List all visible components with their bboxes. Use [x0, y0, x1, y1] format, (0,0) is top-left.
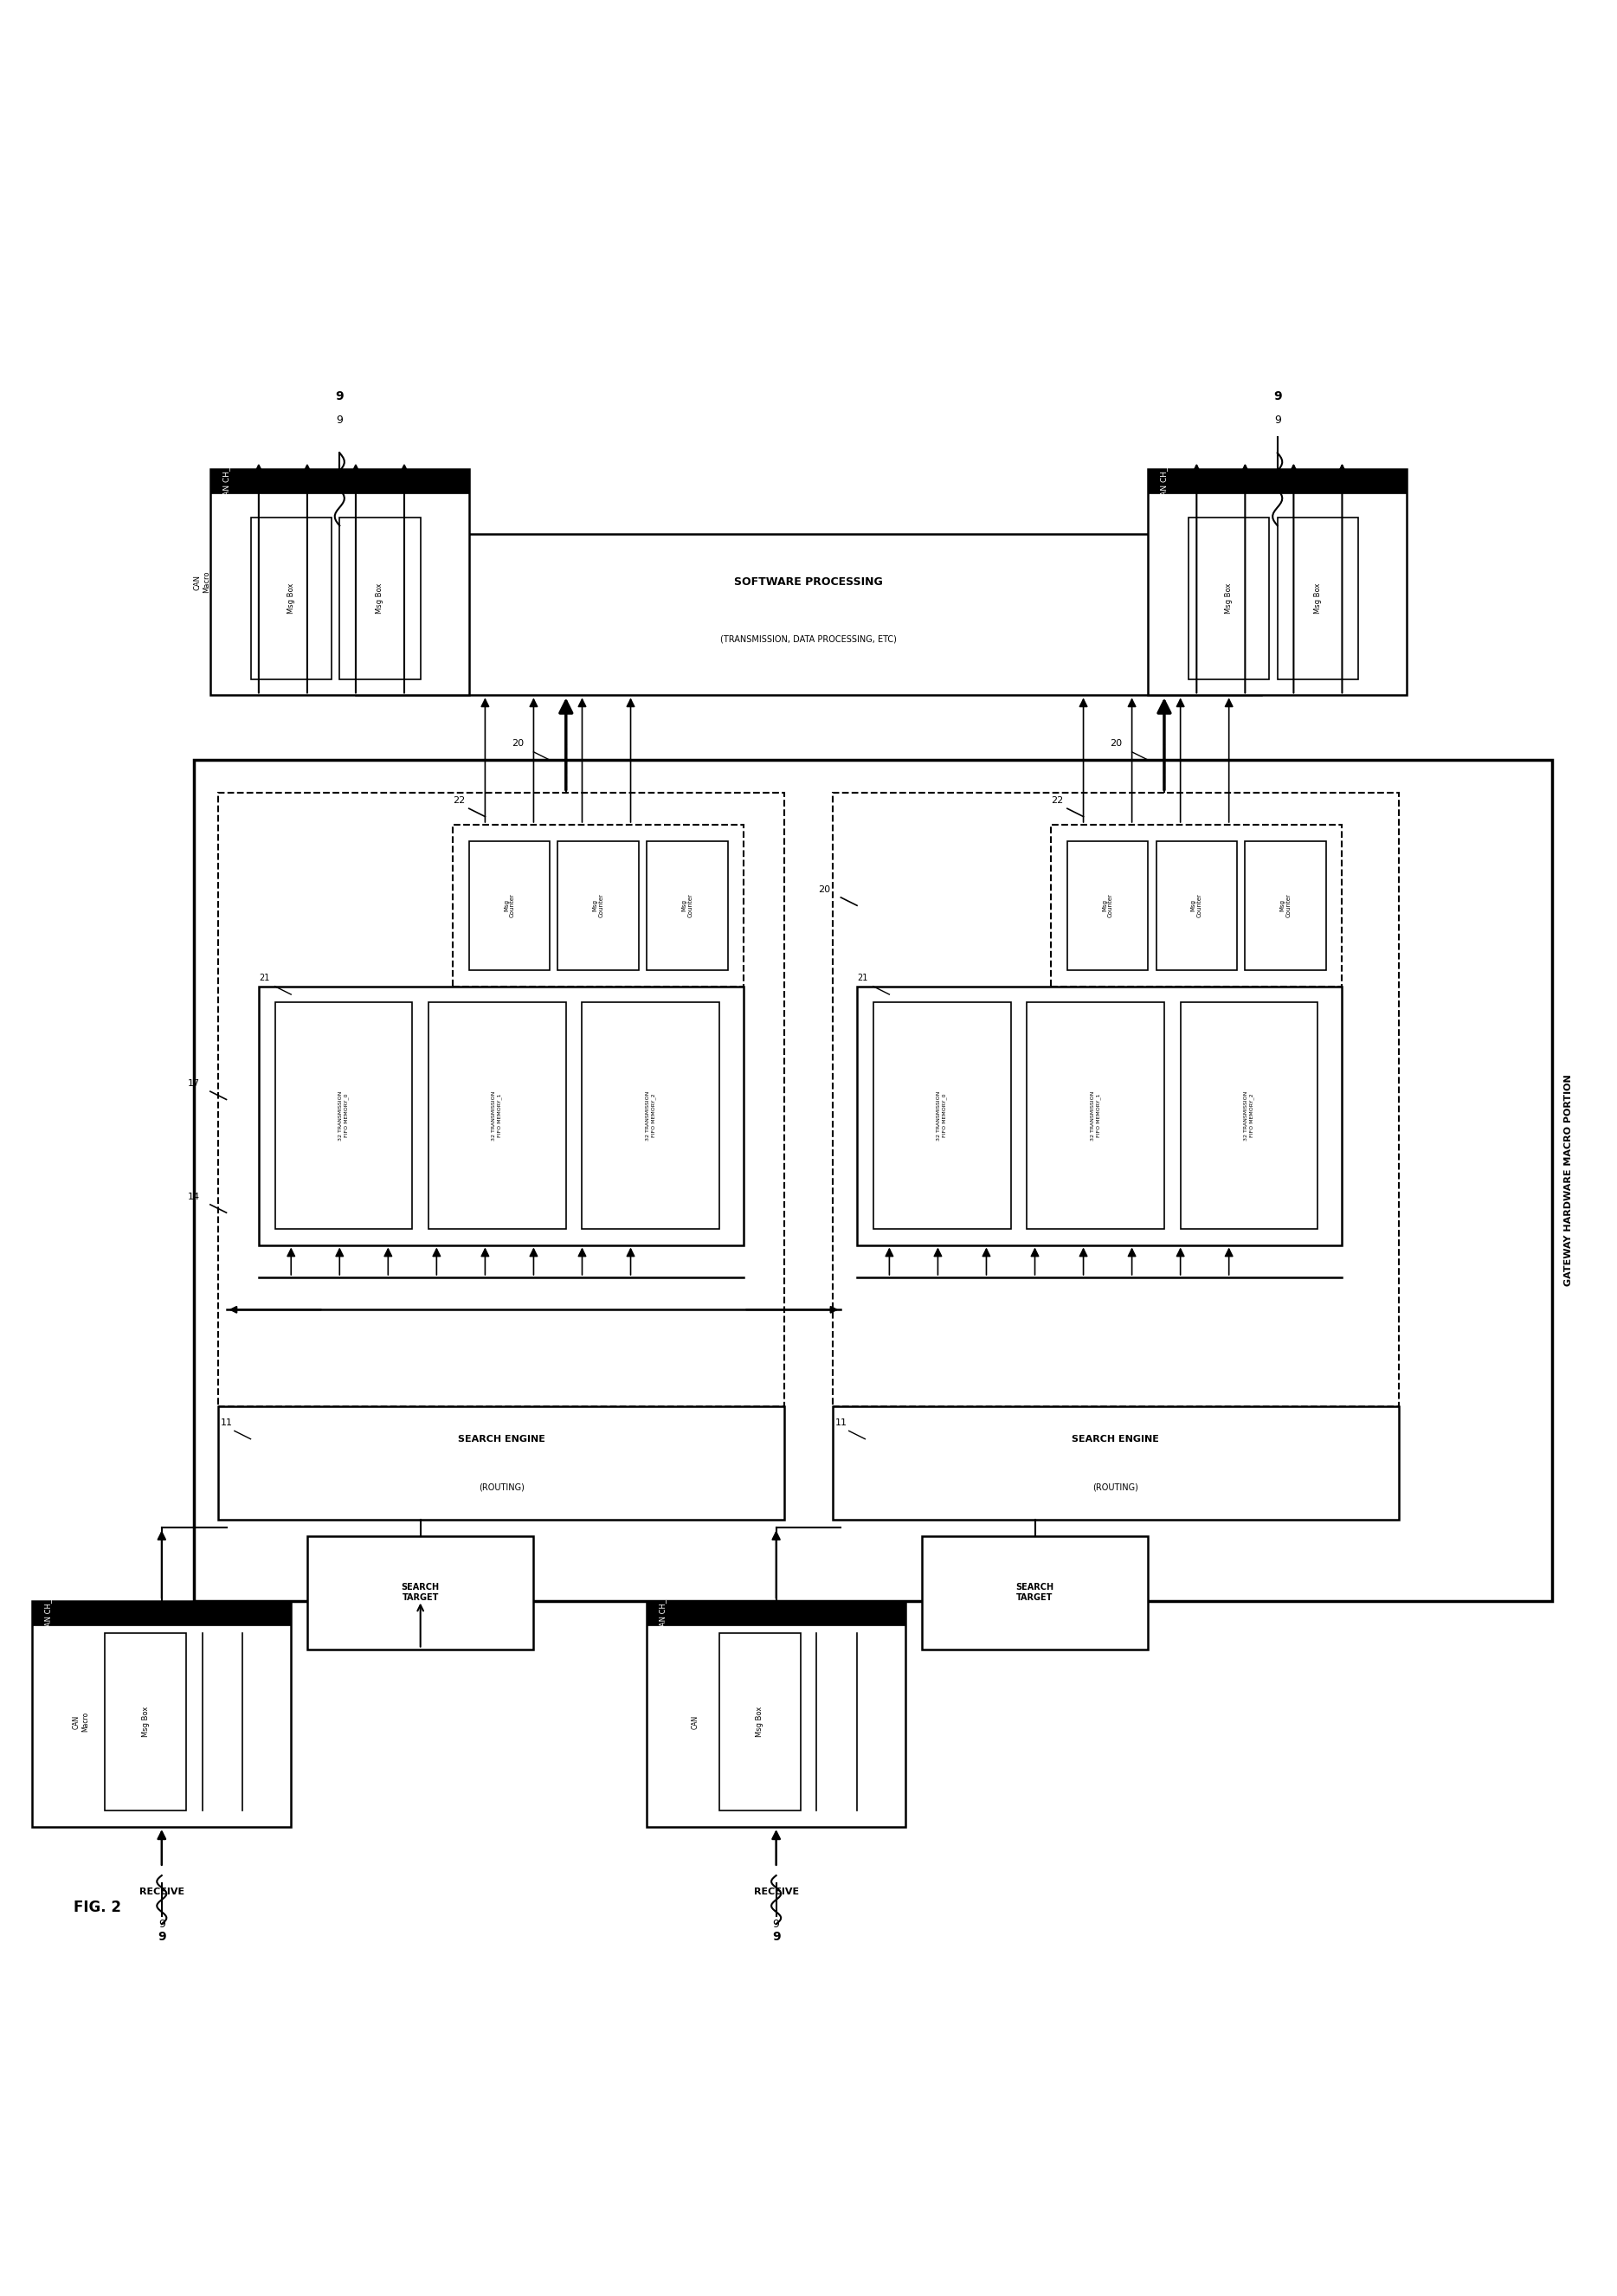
- FancyBboxPatch shape: [1245, 840, 1326, 971]
- Text: 17: 17: [188, 1079, 201, 1088]
- Text: CAN CH_1: CAN CH_1: [660, 1593, 666, 1630]
- FancyBboxPatch shape: [210, 468, 469, 696]
- FancyBboxPatch shape: [1156, 840, 1237, 971]
- FancyBboxPatch shape: [857, 987, 1342, 1244]
- Text: 9: 9: [771, 1931, 781, 1942]
- FancyBboxPatch shape: [340, 517, 420, 680]
- Text: 32 TRANSMISSION
FIFO MEMORY_2: 32 TRANSMISSION FIFO MEMORY_2: [1243, 1091, 1255, 1141]
- FancyBboxPatch shape: [194, 760, 1552, 1600]
- FancyBboxPatch shape: [429, 1003, 566, 1228]
- Text: 20: 20: [818, 884, 831, 893]
- Text: Msg Box: Msg Box: [757, 1706, 763, 1738]
- Text: Msg Box: Msg Box: [1226, 583, 1232, 613]
- FancyBboxPatch shape: [922, 1536, 1148, 1649]
- FancyBboxPatch shape: [1027, 1003, 1164, 1228]
- Text: Msg Box: Msg Box: [142, 1706, 149, 1738]
- Text: CAN
Macro: CAN Macro: [73, 1713, 89, 1731]
- Text: 32 TRANSMISSION
FIFO MEMORY_0: 32 TRANSMISSION FIFO MEMORY_0: [936, 1091, 948, 1141]
- FancyBboxPatch shape: [582, 1003, 720, 1228]
- Text: 21: 21: [857, 974, 868, 983]
- Text: 9: 9: [158, 1919, 165, 1929]
- Text: 9: 9: [336, 416, 343, 427]
- FancyBboxPatch shape: [647, 1600, 906, 1626]
- FancyBboxPatch shape: [647, 1600, 906, 1828]
- Text: Msg Box: Msg Box: [288, 583, 294, 613]
- Text: 14: 14: [188, 1192, 201, 1201]
- FancyBboxPatch shape: [251, 517, 331, 680]
- FancyBboxPatch shape: [873, 1003, 1011, 1228]
- Text: (ROUTING): (ROUTING): [1093, 1483, 1138, 1492]
- Text: 32 TRANSMISSION
FIFO MEMORY_0: 32 TRANSMISSION FIFO MEMORY_0: [338, 1091, 349, 1141]
- FancyBboxPatch shape: [1277, 517, 1358, 680]
- Text: SEARCH
TARGET: SEARCH TARGET: [401, 1584, 440, 1603]
- Text: 9: 9: [773, 1919, 779, 1929]
- FancyBboxPatch shape: [1188, 517, 1269, 680]
- Text: 11: 11: [834, 1419, 847, 1428]
- Text: 20: 20: [1109, 739, 1122, 748]
- Text: CAN CH_0: CAN CH_0: [223, 461, 230, 501]
- Text: 11: 11: [220, 1419, 233, 1428]
- FancyBboxPatch shape: [1067, 840, 1148, 971]
- FancyBboxPatch shape: [32, 1600, 291, 1626]
- Text: FIG. 2: FIG. 2: [73, 1901, 121, 1915]
- Text: RECEIVE: RECEIVE: [754, 1887, 799, 1896]
- Text: (TRANSMISSION, DATA PROCESSING, ETC): (TRANSMISSION, DATA PROCESSING, ETC): [720, 634, 897, 643]
- FancyBboxPatch shape: [453, 824, 744, 987]
- Text: SOFTWARE PROCESSING: SOFTWARE PROCESSING: [734, 576, 883, 588]
- Text: 32 TRANSMISSION
FIFO MEMORY_1: 32 TRANSMISSION FIFO MEMORY_1: [492, 1091, 503, 1141]
- FancyBboxPatch shape: [105, 1632, 186, 1812]
- FancyBboxPatch shape: [833, 1407, 1399, 1520]
- Text: GATEWAY HARDWARE MACRO PORTION: GATEWAY HARDWARE MACRO PORTION: [1564, 1075, 1573, 1286]
- FancyBboxPatch shape: [1180, 1003, 1318, 1228]
- Text: 9: 9: [1274, 416, 1281, 427]
- Text: 22: 22: [1051, 797, 1064, 806]
- Text: CAN
Macro: CAN Macro: [194, 572, 210, 592]
- Text: Msg
Counter: Msg Counter: [1103, 893, 1112, 918]
- Text: Msg Box: Msg Box: [1315, 583, 1321, 613]
- Text: Msg
Counter: Msg Counter: [505, 893, 514, 918]
- FancyBboxPatch shape: [558, 840, 639, 971]
- FancyBboxPatch shape: [1148, 468, 1407, 494]
- FancyBboxPatch shape: [32, 1600, 291, 1828]
- FancyBboxPatch shape: [275, 1003, 412, 1228]
- Text: 22: 22: [453, 797, 466, 806]
- FancyBboxPatch shape: [647, 840, 728, 971]
- Text: 21: 21: [259, 974, 270, 983]
- FancyBboxPatch shape: [833, 792, 1399, 1407]
- Text: 9: 9: [1273, 390, 1282, 402]
- Text: Msg
Counter: Msg Counter: [682, 893, 692, 918]
- FancyBboxPatch shape: [720, 1632, 800, 1812]
- FancyBboxPatch shape: [1148, 468, 1407, 696]
- FancyBboxPatch shape: [356, 533, 1261, 696]
- Text: CAN: CAN: [692, 1715, 699, 1729]
- Text: 32 TRANSMISSION
FIFO MEMORY_1: 32 TRANSMISSION FIFO MEMORY_1: [1090, 1091, 1101, 1141]
- FancyBboxPatch shape: [307, 1536, 534, 1649]
- Text: SEARCH ENGINE: SEARCH ENGINE: [458, 1435, 545, 1444]
- Text: RECEIVE: RECEIVE: [139, 1887, 184, 1896]
- Text: 9: 9: [157, 1931, 167, 1942]
- FancyBboxPatch shape: [1051, 824, 1342, 987]
- Text: 32 TRANSMISSION
FIFO MEMORY_2: 32 TRANSMISSION FIFO MEMORY_2: [645, 1091, 657, 1141]
- Text: CAN CH_1: CAN CH_1: [1161, 461, 1167, 501]
- FancyBboxPatch shape: [210, 468, 469, 494]
- Text: (ROUTING): (ROUTING): [479, 1483, 524, 1492]
- Text: Msg
Counter: Msg Counter: [593, 893, 603, 918]
- Text: Msg
Counter: Msg Counter: [1192, 893, 1201, 918]
- Text: 9: 9: [335, 390, 344, 402]
- Text: Msg
Counter: Msg Counter: [1281, 893, 1290, 918]
- Text: CAN CH_0: CAN CH_0: [45, 1593, 52, 1630]
- FancyBboxPatch shape: [218, 792, 784, 1407]
- FancyBboxPatch shape: [218, 1407, 784, 1520]
- Text: SEARCH ENGINE: SEARCH ENGINE: [1072, 1435, 1159, 1444]
- Text: Msg Box: Msg Box: [377, 583, 383, 613]
- FancyBboxPatch shape: [469, 840, 550, 971]
- FancyBboxPatch shape: [259, 987, 744, 1244]
- Text: 20: 20: [511, 739, 524, 748]
- Text: SEARCH
TARGET: SEARCH TARGET: [1015, 1584, 1054, 1603]
